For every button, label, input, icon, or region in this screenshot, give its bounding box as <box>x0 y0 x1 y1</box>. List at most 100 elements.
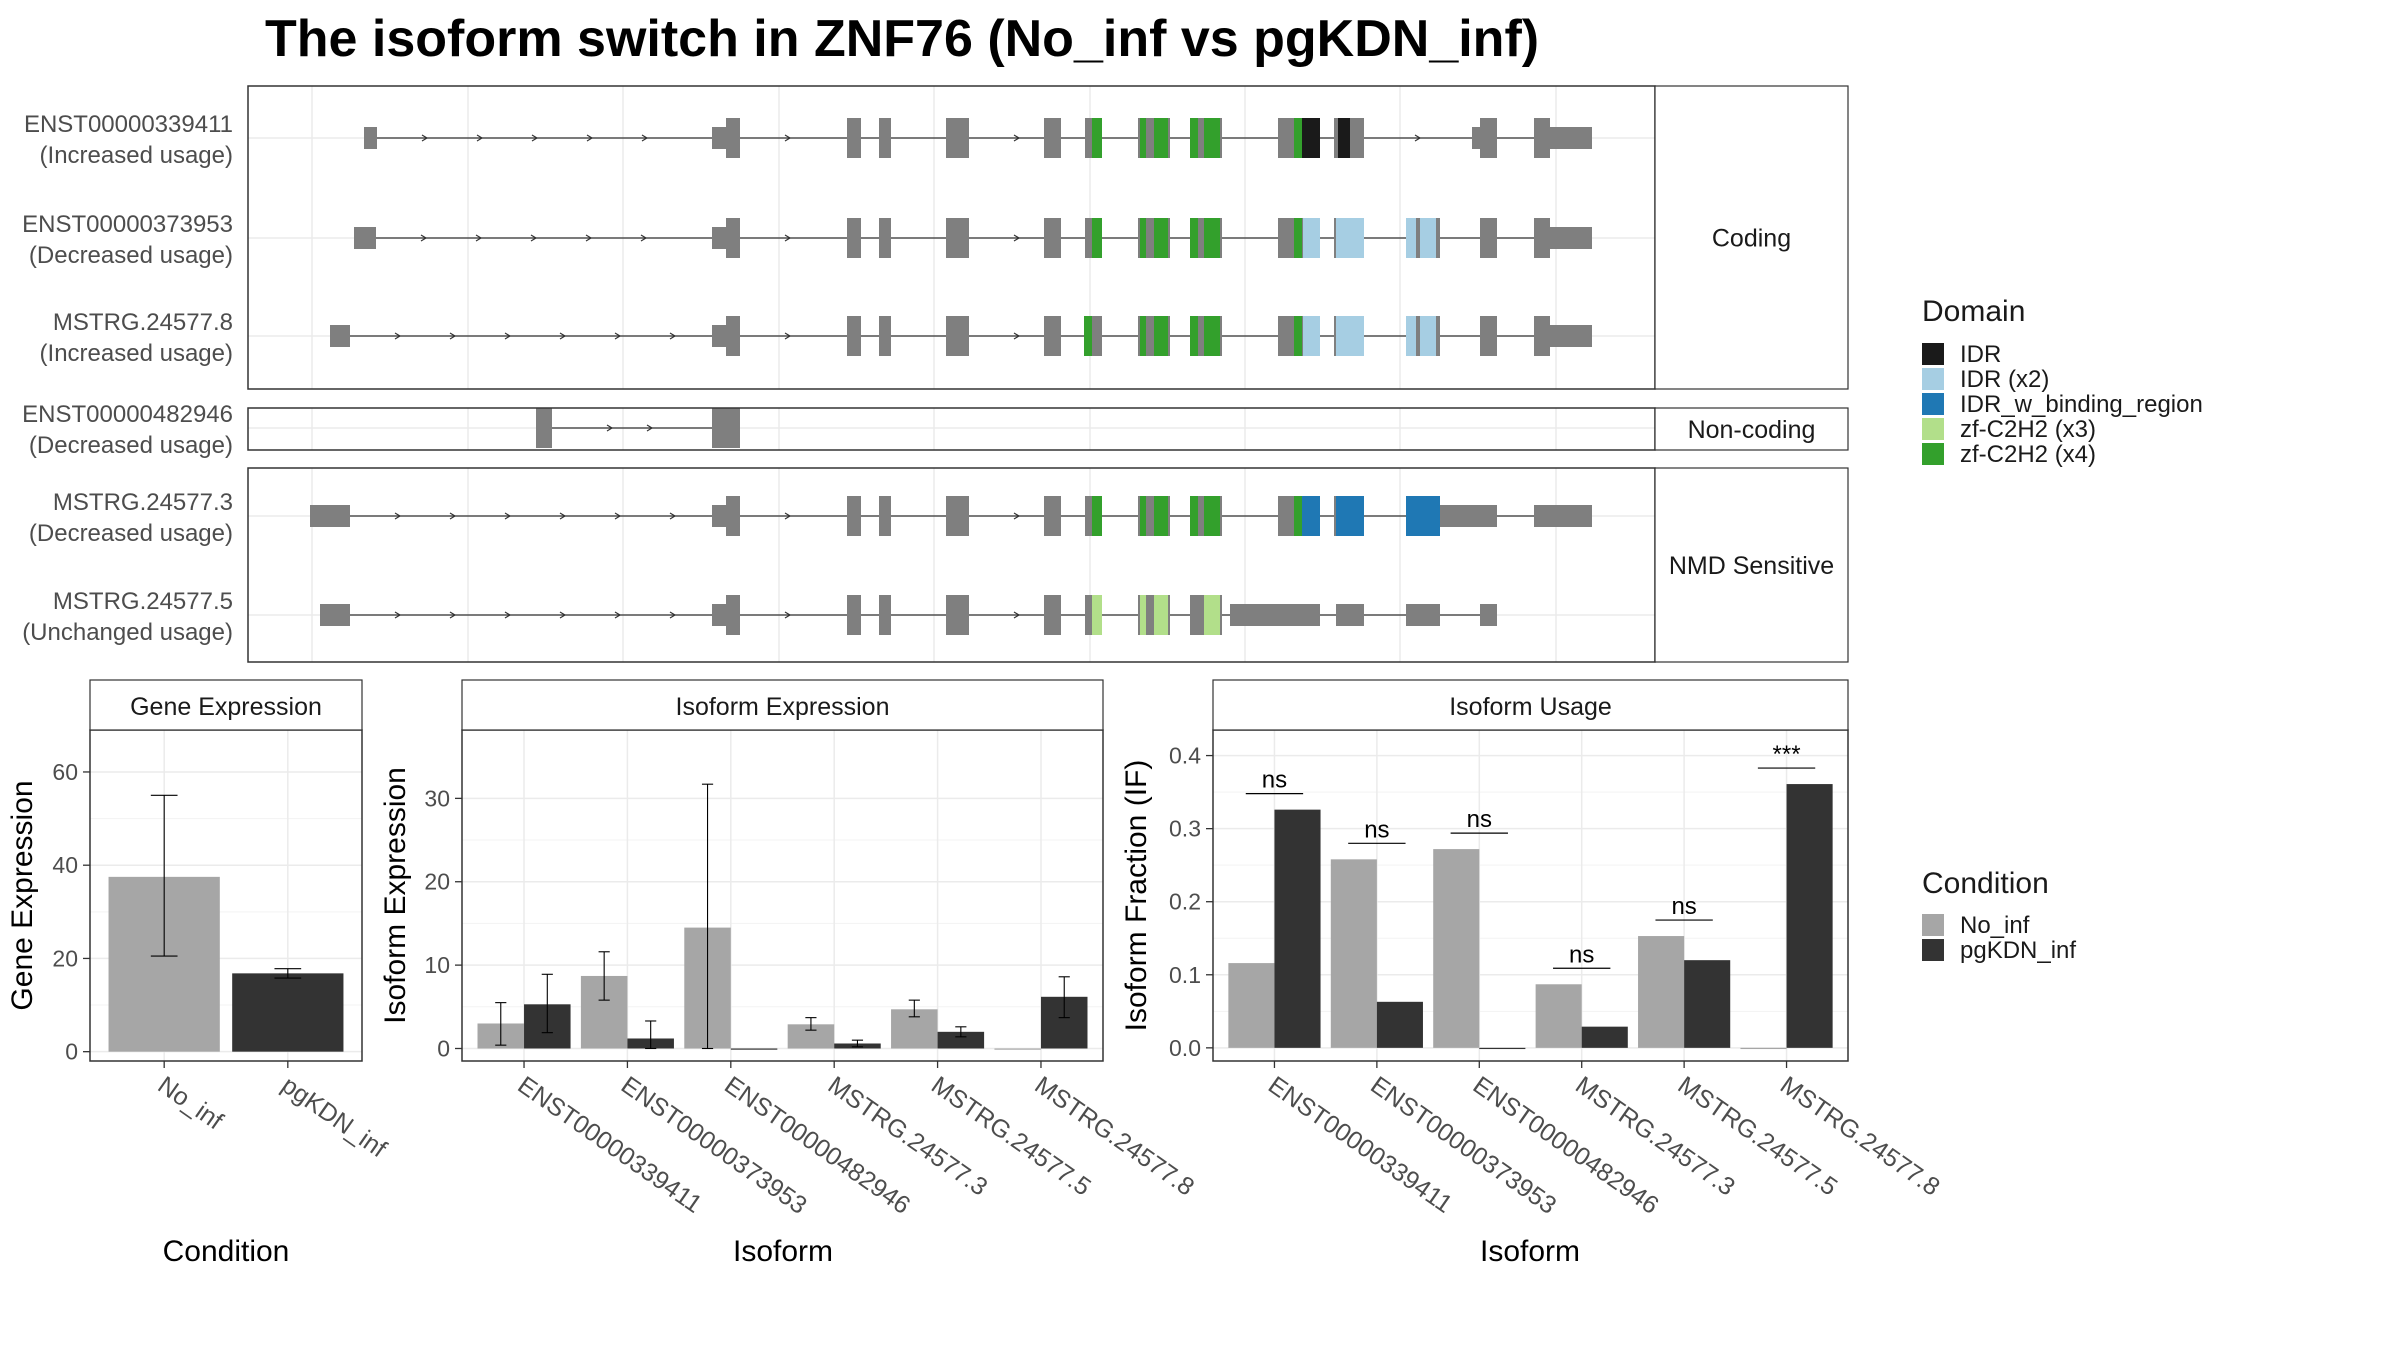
strand-arrow <box>1414 134 1422 142</box>
exon <box>847 496 861 536</box>
domain-block <box>1204 595 1220 635</box>
transcript-usage-label: (Unchanged usage) <box>22 619 233 646</box>
y-tick-label: 20 <box>52 945 78 971</box>
significance-label: ns <box>1364 816 1389 843</box>
strand-arrow <box>449 611 457 619</box>
strand-arrow <box>394 332 402 340</box>
domain-block <box>1140 316 1146 356</box>
facet-strip <box>1654 407 1849 451</box>
domain-block <box>1336 218 1364 258</box>
exon <box>1480 604 1497 626</box>
strand-arrow <box>784 332 792 340</box>
bar <box>1376 1001 1423 1048</box>
domain-block <box>1204 316 1220 356</box>
exon <box>946 118 969 158</box>
bar <box>1535 984 1582 1048</box>
strand-arrow <box>476 134 484 142</box>
bar <box>232 973 344 1052</box>
strand-arrow <box>606 424 614 432</box>
bar <box>1581 1026 1628 1048</box>
y-tick-label: 10 <box>424 952 450 978</box>
strand-arrow <box>646 424 654 432</box>
strand-arrow <box>559 611 567 619</box>
y-tick-label: 20 <box>424 869 450 895</box>
x-tick-label: pgKDN_inf <box>276 1071 391 1163</box>
y-tick-label: 0.3 <box>1169 816 1201 842</box>
domain-block <box>1190 316 1198 356</box>
strand-arrow <box>449 332 457 340</box>
y-tick-label: 0.2 <box>1169 889 1201 915</box>
panel-title: Isoform Expression <box>676 693 890 721</box>
exon <box>712 227 726 249</box>
legend-domain-swatch <box>1922 393 1944 415</box>
bar <box>1433 849 1480 1048</box>
domain-block <box>1294 118 1302 158</box>
exon <box>1534 505 1592 527</box>
y-tick-label: 0.4 <box>1169 743 1201 769</box>
x-tick-label: ENST00000482946 <box>1468 1071 1664 1220</box>
legend-domain-label: IDR_w_binding_region <box>1960 391 2203 418</box>
exon <box>946 595 969 635</box>
legend-domain-swatch <box>1922 343 1944 365</box>
legend-condition-swatch <box>1922 939 1944 961</box>
exon <box>1550 227 1592 249</box>
strand-arrow <box>640 234 648 242</box>
exon <box>1044 218 1061 258</box>
exon <box>1480 218 1497 258</box>
domain-block <box>1154 316 1168 356</box>
strand-arrow <box>504 512 512 520</box>
domain-block <box>1092 496 1102 536</box>
facet-strip-label: Non-coding <box>1688 416 1816 444</box>
exon <box>726 496 740 536</box>
domain-block <box>1420 316 1436 356</box>
exon <box>1480 316 1497 356</box>
domain-block <box>1190 496 1198 536</box>
exon <box>712 127 726 149</box>
exon <box>1044 595 1061 635</box>
bar <box>1330 859 1377 1048</box>
exon <box>1406 604 1440 626</box>
bar <box>1638 936 1685 1048</box>
transcript-structure-3 <box>536 408 740 448</box>
x-tick-label: No_inf <box>153 1071 228 1135</box>
exon <box>310 505 350 527</box>
strand-arrow <box>504 332 512 340</box>
bar <box>1479 1047 1526 1050</box>
domain-block <box>1406 218 1416 258</box>
significance-label: ns <box>1262 767 1287 794</box>
y-tick-label: 0.0 <box>1169 1035 1201 1061</box>
legend-condition-swatch <box>1922 914 1944 936</box>
exon <box>847 118 861 158</box>
domain-block <box>1204 118 1220 158</box>
legend-domain-label: zf-C2H2 (x3) <box>1960 416 2096 443</box>
exon <box>354 227 376 249</box>
domain-block <box>1294 218 1302 258</box>
significance-label: ns <box>1569 941 1594 968</box>
transcript-structure-0 <box>364 118 1592 158</box>
domain-block <box>1303 218 1320 258</box>
exon <box>536 408 552 448</box>
exon <box>726 595 740 635</box>
x-tick-label: ENST00000339411 <box>513 1071 707 1219</box>
domain-block <box>1140 595 1146 635</box>
exon <box>847 316 861 356</box>
chart-panel-1: Isoform Expression 0 10 20 30 ENST00000339411… <box>379 679 1199 1268</box>
chart-panel-2: ns ns ns ns ns *** Isoform Usage 0.0 0.1 0.2 0.3 0.… <box>1120 679 1945 1268</box>
y-tick-label: 0 <box>65 1039 78 1065</box>
domain-block <box>1140 118 1146 158</box>
strand-arrow <box>420 234 428 242</box>
x-tick-label: ENST00000373953 <box>616 1071 812 1220</box>
strand-arrow <box>394 512 402 520</box>
exon <box>320 604 350 626</box>
strand-arrow <box>394 611 402 619</box>
strand-arrow <box>1013 234 1021 242</box>
legend-domain-swatch <box>1922 418 1944 440</box>
significance-label: ns <box>1671 893 1696 920</box>
panel-strip <box>461 679 1104 731</box>
domain-block <box>1336 316 1364 356</box>
exon <box>712 604 726 626</box>
x-axis-title: Condition <box>163 1235 290 1268</box>
legend-domain-label: zf-C2H2 (x4) <box>1960 441 2096 468</box>
strand-arrow <box>614 332 622 340</box>
legend-domain-label: IDR <box>1960 341 2001 368</box>
